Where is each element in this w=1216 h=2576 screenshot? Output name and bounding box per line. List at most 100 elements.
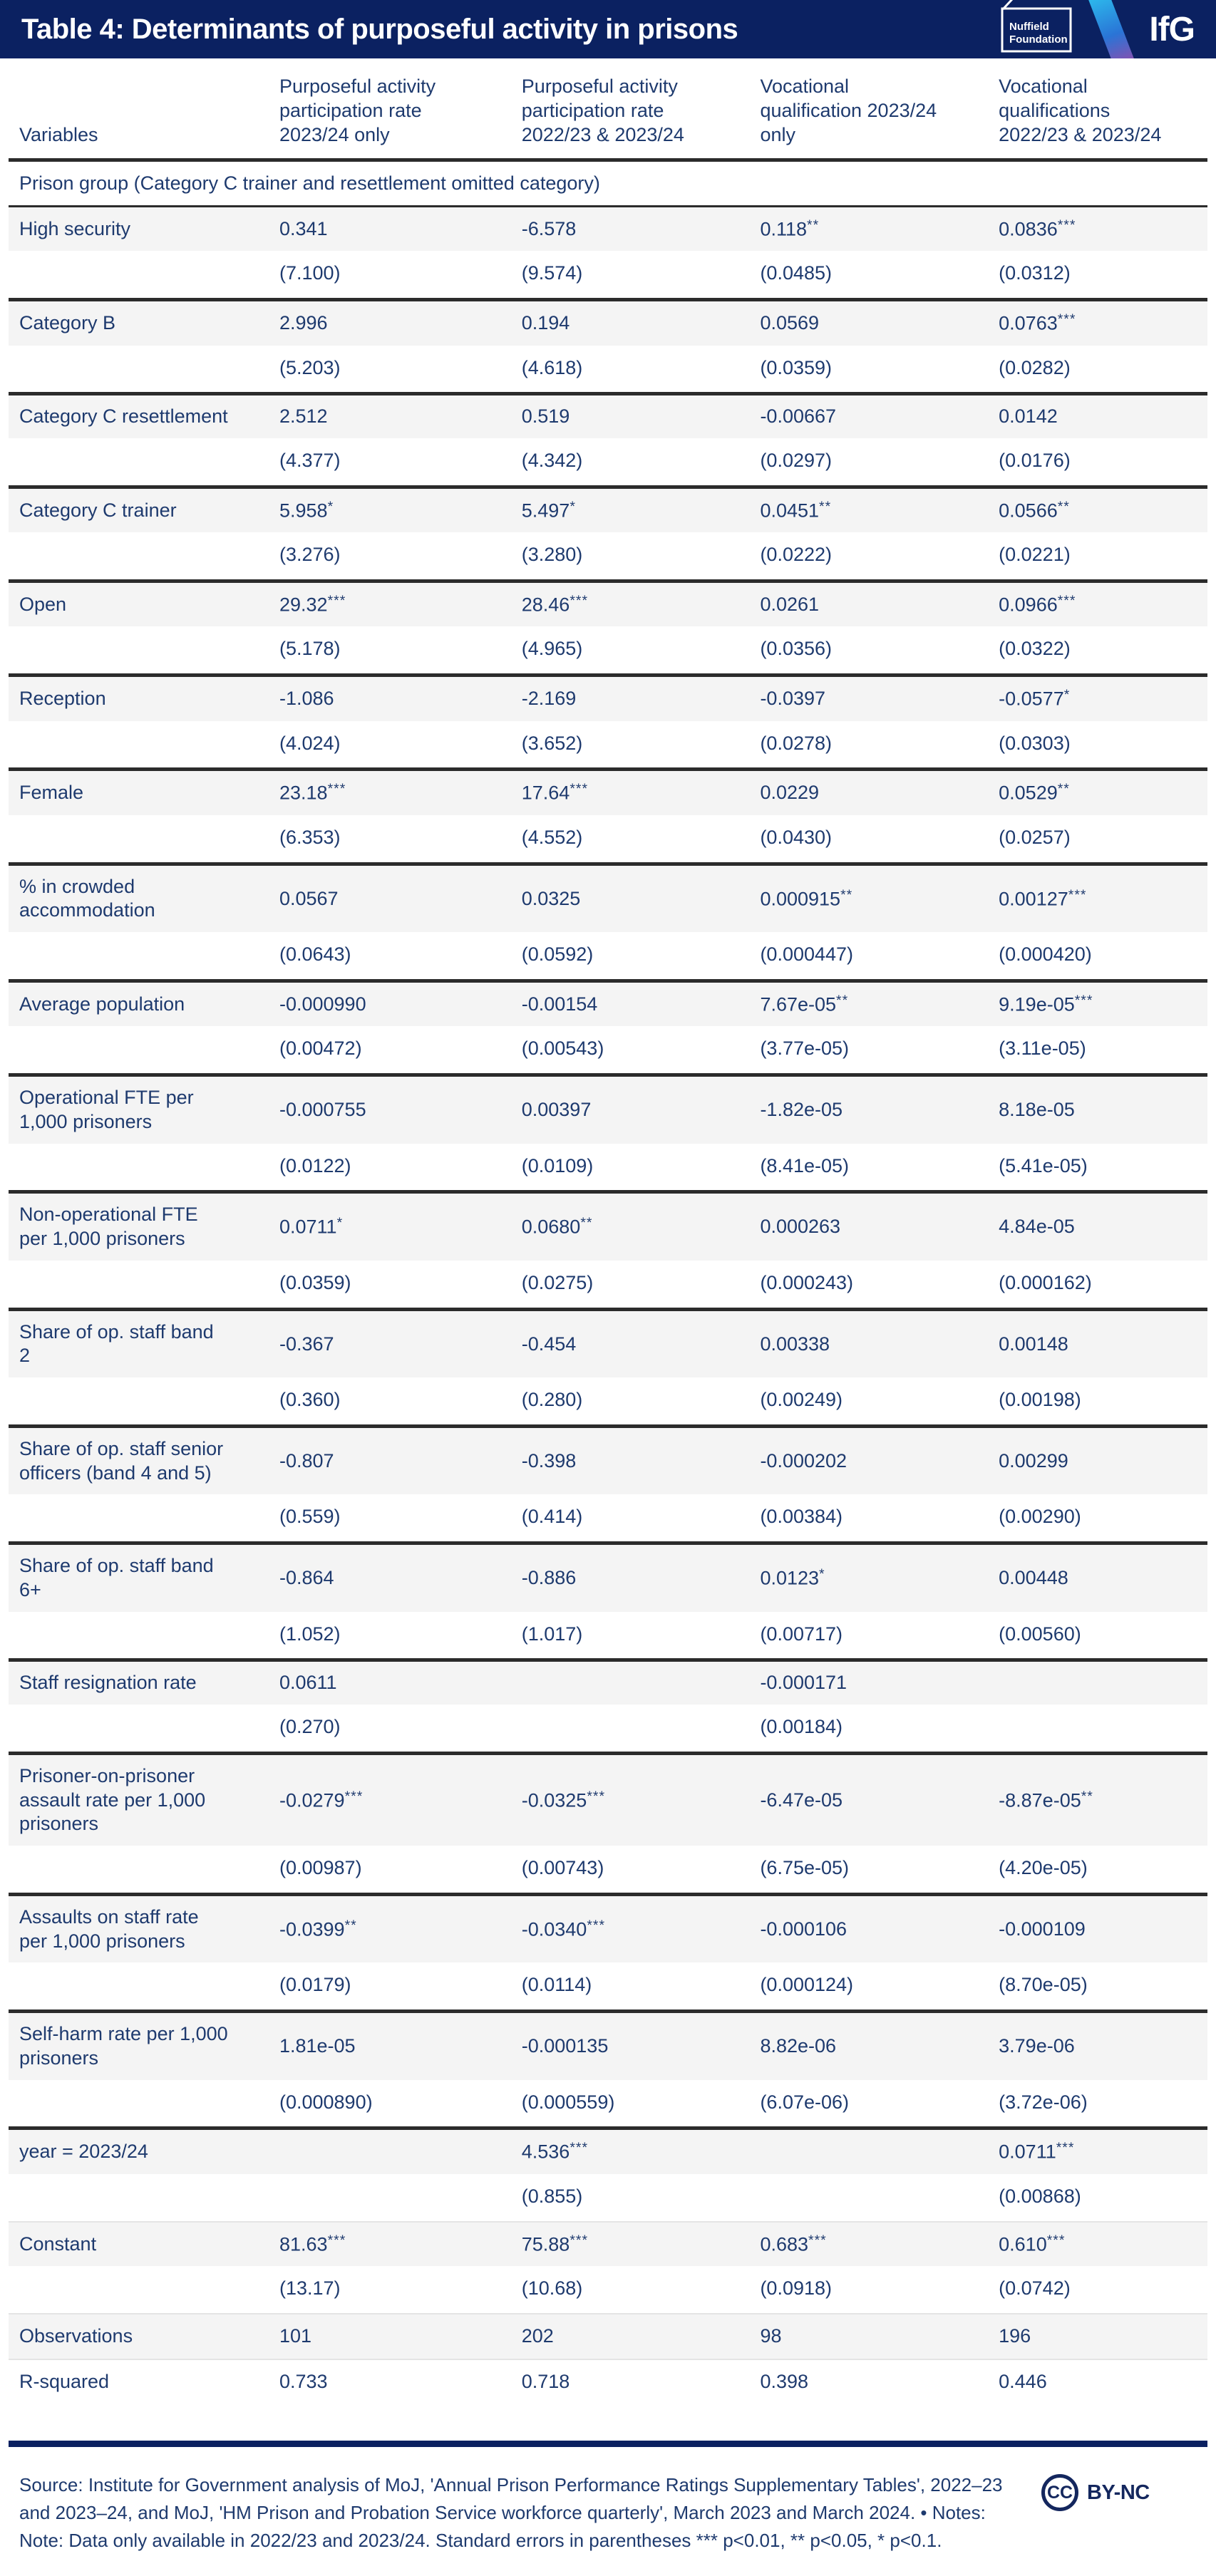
value-cell: (0.0485)	[749, 251, 989, 302]
value-cell: (1.052)	[268, 1611, 511, 1662]
value-cell: (4.552)	[510, 814, 750, 866]
value-cell: -1.82e-05	[749, 1075, 989, 1144]
value-cell: 0.118**	[749, 206, 989, 252]
significance-stars: ***	[1057, 593, 1076, 609]
table-body: Prison group (Category C trainer and res…	[9, 160, 1207, 2404]
value-cell: -0.000109	[988, 1894, 1207, 1963]
coefficient-row: Staff resignation rate 0.0611 -0.000171	[9, 1660, 1207, 1705]
value-cell: 0.0123*	[749, 1543, 989, 1612]
value-cell: 7.67e-05**	[749, 981, 989, 1027]
variable-label: Operational FTE per 1,000 prisoners	[9, 1075, 269, 1144]
coefficient-row: Self-harm rate per 1,000 prisoners 1.81e-…	[9, 2011, 1207, 2080]
value-cell: 28.46***	[510, 581, 750, 627]
value-cell: -0.398	[510, 1426, 750, 1495]
value-cell: 81.63***	[268, 2221, 511, 2267]
coefficient-row: Open 29.32*** 28.46*** 0.0261 0.0966***	[9, 581, 1207, 627]
value-cell: -8.87e-05**	[988, 1753, 1207, 1846]
value-cell: -0.00154	[510, 981, 750, 1027]
variable-label: Average population	[9, 981, 269, 1027]
empty-label-cell	[9, 1143, 269, 1194]
value-cell: (4.342)	[510, 438, 750, 489]
table-container: Variables Purposeful activity participat…	[0, 58, 1216, 2404]
standard-error-row: (4.024) (3.652) (0.0278) (0.0303)	[9, 720, 1207, 772]
nuffield-logo-icon: Nuffield Foundation	[1001, 0, 1072, 52]
value-cell: (0.00472)	[268, 1026, 511, 1077]
value-cell: 0.000915**	[749, 864, 989, 933]
coefficient-row: Category C trainer 5.958* 5.497* 0.0451** 0.…	[9, 487, 1207, 533]
value-cell: -0.000990	[268, 981, 511, 1027]
empty-label-cell	[9, 2079, 269, 2131]
standard-error-row: (0.000890) (0.000559) (6.07e-06) (3.72e-06)	[9, 2079, 1207, 2131]
value-cell: 0.00127***	[988, 864, 1207, 933]
significance-stars: ***	[327, 2232, 346, 2248]
variable-label: Constant	[9, 2221, 269, 2267]
value-cell: 0.00148	[988, 1309, 1207, 1378]
value-cell: 0.00448	[988, 1543, 1207, 1612]
value-cell: (0.0275)	[510, 1260, 750, 1311]
coefficient-row: % in crowded accommodation 0.0567 0.0325 0.…	[9, 864, 1207, 933]
value-cell: (0.00543)	[510, 1026, 750, 1077]
empty-label-cell	[9, 1962, 269, 2014]
value-cell: -1.086	[268, 675, 511, 721]
value-cell: (0.0114)	[510, 1962, 750, 2014]
value-cell: 0.733	[268, 2359, 511, 2404]
value-cell: -0.000171	[749, 1660, 989, 1705]
nuffield-foundation-logo: Nuffield Foundation	[991, 0, 1076, 58]
coefficient-row: Reception -1.086 -2.169 -0.0397 -0.0577*	[9, 675, 1207, 721]
coefficient-row: Share of op. staff band 6+ -0.864 -0.886 0.…	[9, 1543, 1207, 1612]
value-cell: (0.0122)	[268, 1143, 511, 1194]
standard-error-row: (1.052) (1.017) (0.00717) (0.00560)	[9, 1611, 1207, 1662]
coefficient-row: Share of op. staff senior officers (band…	[9, 1426, 1207, 1495]
value-cell: (0.280)	[510, 1377, 750, 1428]
significance-stars: *	[1063, 687, 1071, 703]
significance-stars: *	[336, 1215, 344, 1231]
value-cell: 0.0763***	[988, 299, 1207, 346]
summary-row: Observations 101 202 98 196	[9, 2313, 1207, 2360]
value-cell: 101	[268, 2313, 511, 2360]
value-cell: (10.68)	[510, 2266, 750, 2314]
value-cell: (0.559)	[268, 1494, 511, 1546]
coefficient-row: Operational FTE per 1,000 prisoners -0.00…	[9, 1075, 1207, 1144]
empty-label-cell	[9, 1026, 269, 1077]
value-cell: 0.0566**	[988, 487, 1207, 533]
nuffield-logo-line2: Foundation	[1009, 33, 1068, 46]
value-cell: 0.0611	[268, 1660, 511, 1705]
empty-label-cell	[9, 932, 269, 983]
summary-label: R-squared	[9, 2359, 269, 2404]
standard-error-row: (0.00472) (0.00543) (3.77e-05) (3.11e-05)	[9, 1026, 1207, 1077]
value-cell: (0.0322)	[988, 626, 1207, 678]
summary-row: R-squared 0.733 0.718 0.398 0.446	[9, 2359, 1207, 2404]
variable-label: Prisoner-on-prisoner assault rate per 1,…	[9, 1753, 269, 1846]
value-cell: (3.77e-05)	[749, 1026, 989, 1077]
significance-stars: **	[819, 498, 832, 514]
standard-error-row: (3.276) (3.280) (0.0222) (0.0221)	[9, 532, 1207, 584]
value-cell: 0.0680**	[510, 1191, 750, 1261]
value-cell: 5.497*	[510, 487, 750, 533]
significance-stars: *	[327, 498, 334, 514]
variable-label: Non-operational FTE per 1,000 prisoners	[9, 1191, 269, 1261]
source-note-text: Source: Institute for Government analysi…	[19, 2474, 1003, 2552]
value-cell: -0.000135	[510, 2011, 750, 2080]
empty-label-cell	[9, 1846, 269, 1896]
coefficient-row: Category B 2.996 0.194 0.0569 0.0763***	[9, 299, 1207, 346]
coefficient-row: Share of op. staff band 2 -0.367 -0.454 0.0…	[9, 1309, 1207, 1378]
value-cell: 3.79e-06	[988, 2011, 1207, 2080]
significance-stars: ***	[1074, 992, 1093, 1008]
value-cell: -6.47e-05	[749, 1753, 989, 1846]
value-cell: (0.0742)	[988, 2266, 1207, 2314]
value-cell: (0.00384)	[749, 1494, 989, 1546]
value-cell: (1.017)	[510, 1611, 750, 1662]
value-cell: (0.000420)	[988, 932, 1207, 983]
value-cell: (0.855)	[510, 2173, 750, 2223]
value-cell: -2.169	[510, 675, 750, 721]
value-cell: (6.353)	[268, 814, 511, 866]
standard-error-row: (0.855) (0.00868)	[9, 2173, 1207, 2223]
standard-error-row: (4.377) (4.342) (0.0297) (0.0176)	[9, 438, 1207, 489]
regression-table: Variables Purposeful activity participat…	[9, 58, 1207, 2404]
significance-stars: ***	[570, 2232, 589, 2248]
value-cell: 8.82e-06	[749, 2011, 989, 2080]
significance-stars: ***	[327, 593, 346, 609]
variable-label: Open	[9, 581, 269, 627]
standard-error-row: (0.270) (0.00184)	[9, 1705, 1207, 1755]
coefficient-row: High security 0.341 -6.578 0.118** 0.0836***	[9, 206, 1207, 252]
